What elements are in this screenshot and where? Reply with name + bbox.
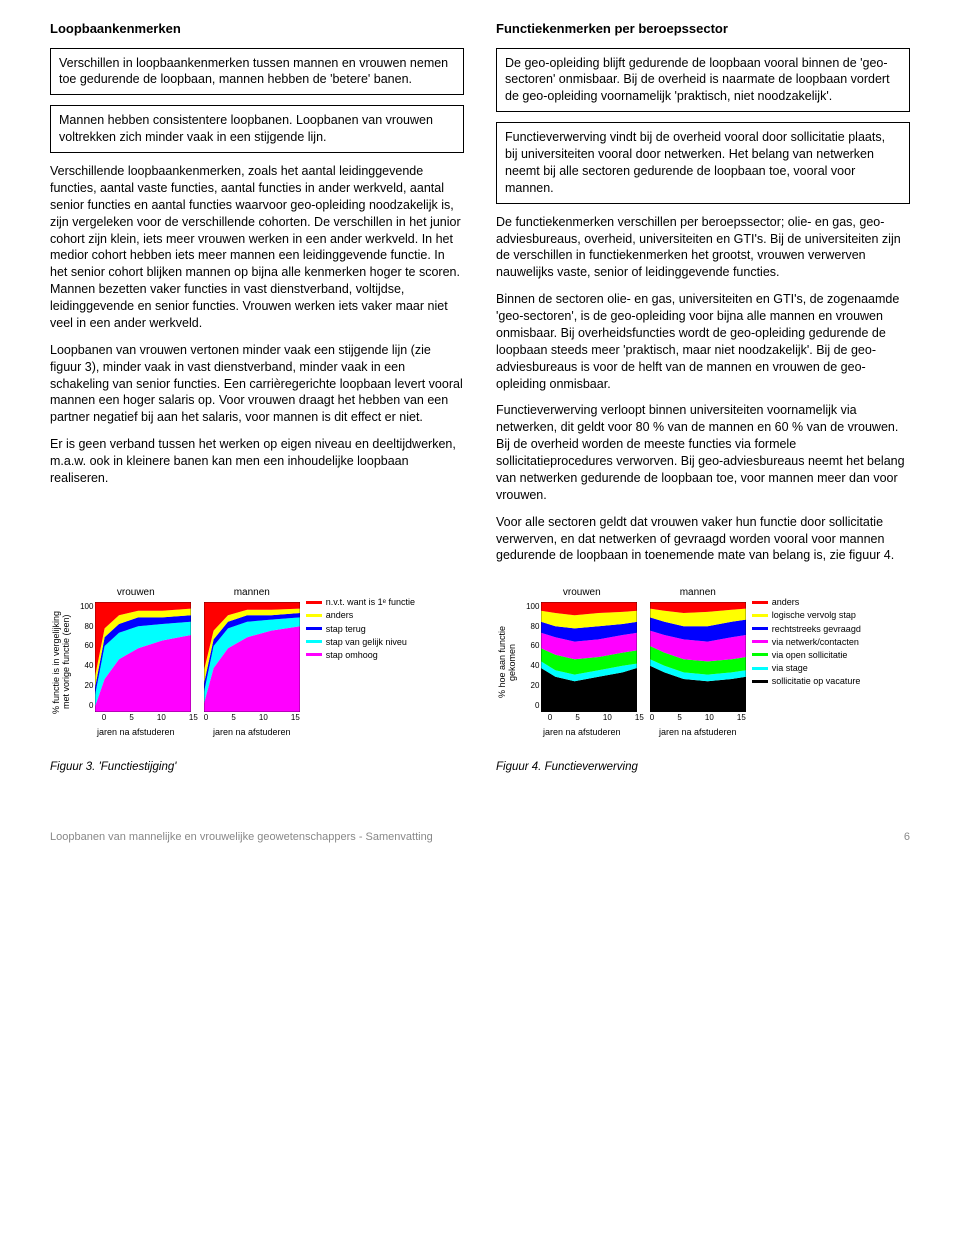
left-heading: Loopbaankenmerken bbox=[50, 20, 464, 38]
page-number: 6 bbox=[904, 830, 910, 845]
left-box-1: Verschillen in loopbaankenmerken tussen … bbox=[50, 48, 464, 96]
left-p1: Verschillende loopbaankenmerken, zoals h… bbox=[50, 163, 464, 332]
right-box-2: Functieverwerving vindt bij de overheid … bbox=[496, 122, 910, 204]
right-p4: Voor alle sectoren geldt dat vrouwen vak… bbox=[496, 514, 910, 565]
left-p3: Er is geen verband tussen het werken op … bbox=[50, 436, 464, 487]
footer-text: Loopbanen van mannelijke en vrouwelijke … bbox=[50, 830, 433, 845]
page-footer: Loopbanen van mannelijke en vrouwelijke … bbox=[50, 830, 910, 845]
left-box-2: Mannen hebben consistentere loopbanen. L… bbox=[50, 105, 464, 153]
right-box-1: De geo-opleiding blijft gedurende de loo… bbox=[496, 48, 910, 113]
right-heading: Functiekenmerken per beroepssector bbox=[496, 20, 910, 38]
right-p1: De functiekenmerken verschillen per bero… bbox=[496, 214, 910, 282]
caption-fig3: Figuur 3. 'Functiestijging' bbox=[50, 760, 464, 776]
left-p2: Loopbanen van vrouwen vertonen minder va… bbox=[50, 342, 464, 426]
caption-fig4: Figuur 4. Functieverwerving bbox=[496, 760, 910, 776]
charts-row: % functie is in vergelijking met vorige … bbox=[50, 586, 910, 737]
right-p3: Functieverwerving verloopt binnen univer… bbox=[496, 402, 910, 503]
right-p2: Binnen de sectoren olie- en gas, univers… bbox=[496, 291, 910, 392]
